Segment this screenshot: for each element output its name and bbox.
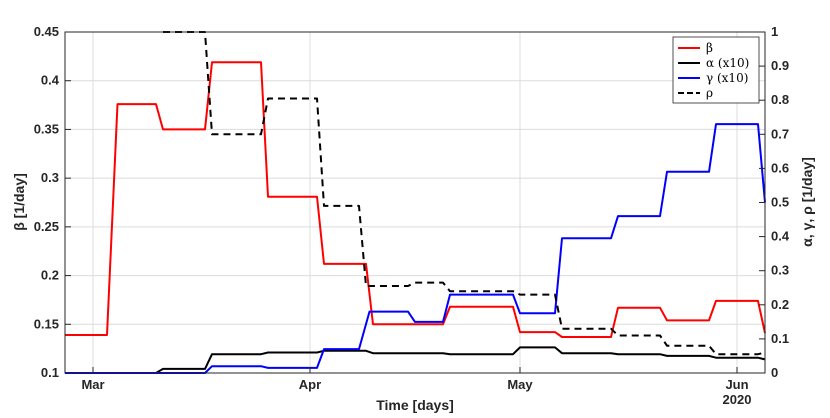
grid-lines — [65, 32, 765, 373]
legend-label: ρ — [706, 86, 713, 100]
right-y-axis-label: α, γ, ρ [1/day] — [799, 157, 815, 247]
right-y-ticks: 0 0.1 0.2 0.3 0.4 0.5 0.6 0.7 0.8 0.9 1 — [759, 24, 790, 380]
plot-area — [65, 32, 765, 373]
left-tick-label: 0.35 — [34, 121, 59, 136]
series-line-2 — [65, 123, 766, 374]
series-group — [65, 31, 766, 374]
right-tick-label: 0.2 — [771, 297, 789, 312]
legend-label: γ (x10) — [706, 71, 748, 85]
x-tick-label: Apr — [299, 377, 321, 392]
left-tick-label: 0.2 — [41, 268, 59, 283]
right-tick-label: 0.4 — [771, 229, 790, 244]
right-tick-label: 0.7 — [771, 126, 789, 141]
left-y-ticks: 0.1 0.15 0.2 0.25 0.3 0.35 0.4 0.45 — [34, 24, 71, 380]
x-axis-label: Time [days] — [376, 397, 454, 413]
left-tick-label: 0.45 — [34, 24, 59, 39]
legend-box — [672, 36, 760, 104]
right-tick-label: 0 — [771, 365, 778, 380]
left-tick-label: 0.4 — [41, 73, 60, 88]
left-tick-label: 0.25 — [34, 219, 59, 234]
legend-items: βα (x10)γ (x10)ρ — [678, 41, 749, 100]
right-tick-label: 0.8 — [771, 92, 789, 107]
right-tick-label: 1 — [771, 24, 778, 39]
series-line-1 — [65, 346, 766, 374]
right-tick-label: 0.1 — [771, 331, 789, 346]
right-tick-label: 0.6 — [771, 160, 789, 175]
right-tick-label: 0.5 — [771, 195, 789, 210]
legend-label: β — [706, 41, 713, 55]
right-tick-label: 0.9 — [771, 58, 789, 73]
legend-label: α (x10) — [706, 56, 749, 70]
x-tick-label: Mar — [81, 377, 104, 392]
left-tick-label: 0.15 — [34, 316, 59, 331]
x-tick-label: May — [507, 377, 533, 392]
x-tick-label: Jun — [725, 377, 748, 392]
right-tick-label: 0.3 — [771, 263, 789, 278]
series-line-3 — [163, 31, 766, 356]
left-tick-label: 0.1 — [41, 365, 59, 380]
x-tick-sublabel: 2020 — [723, 392, 752, 407]
left-tick-label: 0.3 — [41, 170, 59, 185]
legend: βα (x10)γ (x10)ρ — [672, 36, 760, 104]
left-y-axis-label: β [1/day] — [11, 173, 27, 231]
series-line-0 — [65, 61, 766, 338]
